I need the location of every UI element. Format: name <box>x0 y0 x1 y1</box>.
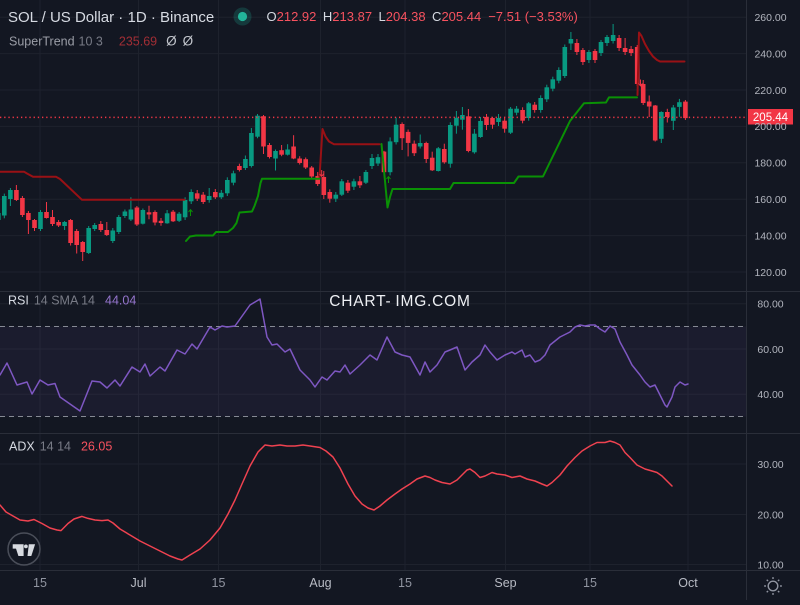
svg-text:160.00: 160.00 <box>754 194 786 206</box>
svg-text:Aug: Aug <box>309 576 331 590</box>
svg-text:15: 15 <box>33 576 47 590</box>
svg-text:180.00: 180.00 <box>754 158 786 170</box>
svg-text:Sep: Sep <box>494 576 516 590</box>
svg-text:20.00: 20.00 <box>757 509 783 521</box>
svg-text:15: 15 <box>212 576 226 590</box>
svg-text:60.00: 60.00 <box>757 344 783 356</box>
svg-text:CHART- IMG.COM: CHART- IMG.COM <box>329 293 470 310</box>
svg-text:40.00: 40.00 <box>757 389 783 401</box>
svg-text:120.00: 120.00 <box>754 267 786 279</box>
svg-text:15: 15 <box>583 576 597 590</box>
svg-text:SOL / US Dollar · 1D · Binance: SOL / US Dollar · 1D · Binance <box>8 9 214 26</box>
svg-text:200.00: 200.00 <box>754 121 786 133</box>
svg-text:240.00: 240.00 <box>754 48 786 60</box>
svg-text:220.00: 220.00 <box>754 85 786 97</box>
svg-text:260.00: 260.00 <box>754 12 786 24</box>
svg-text:80.00: 80.00 <box>757 299 783 311</box>
svg-text:10.00: 10.00 <box>757 559 783 571</box>
svg-text:15: 15 <box>398 576 412 590</box>
svg-text:205.44: 205.44 <box>753 112 789 124</box>
svg-text:30.00: 30.00 <box>757 459 783 471</box>
svg-text:Jul: Jul <box>131 576 147 590</box>
svg-text:Oct: Oct <box>678 576 698 590</box>
svg-text:140.00: 140.00 <box>754 230 786 242</box>
